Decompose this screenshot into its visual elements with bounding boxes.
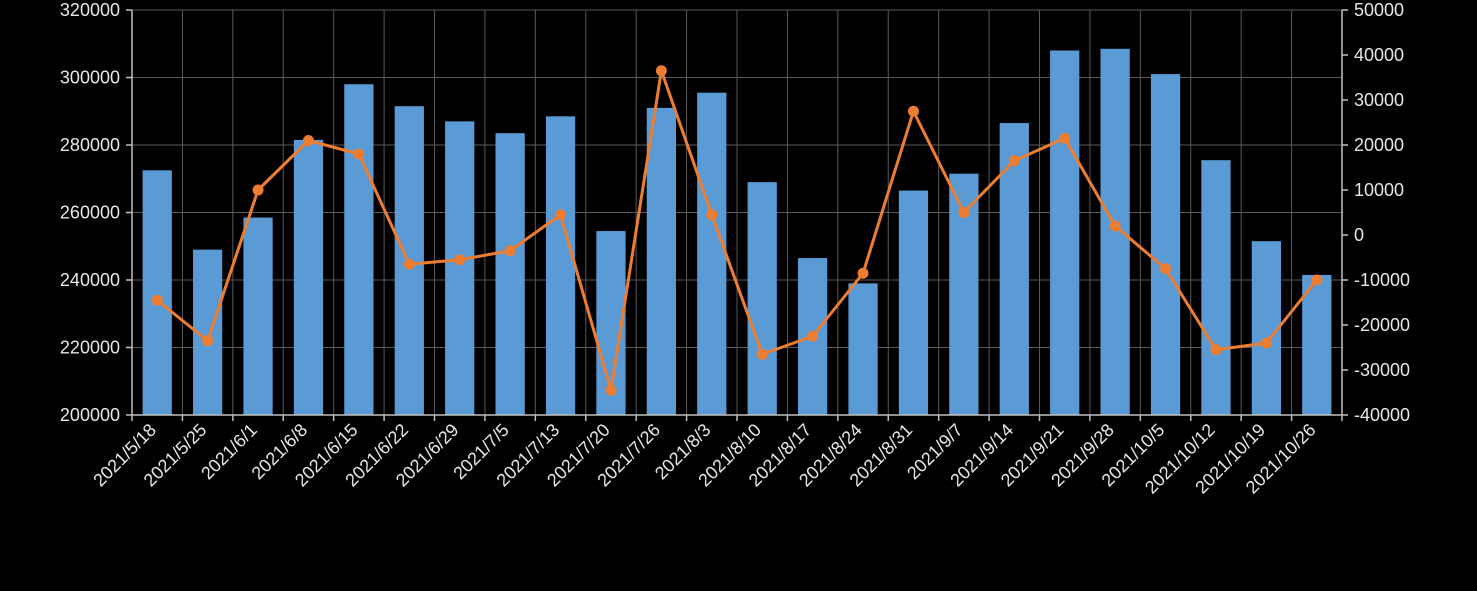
- line-marker: [203, 336, 213, 346]
- line-marker: [505, 246, 515, 256]
- y-label-right: -10000: [1354, 270, 1410, 290]
- line-marker: [152, 295, 162, 305]
- bar: [1201, 160, 1230, 415]
- line-marker: [757, 349, 767, 359]
- line-marker: [1211, 345, 1221, 355]
- y-label-right: 30000: [1354, 90, 1404, 110]
- line-marker: [1161, 264, 1171, 274]
- y-label-left: 280000: [60, 135, 120, 155]
- bar: [1101, 49, 1130, 415]
- y-label-right: 50000: [1354, 0, 1404, 20]
- line-marker: [404, 259, 414, 269]
- y-label-right: -40000: [1354, 405, 1410, 425]
- y-label-right: 0: [1354, 225, 1364, 245]
- line-marker: [858, 268, 868, 278]
- y-label-right: 40000: [1354, 45, 1404, 65]
- y-label-right: -30000: [1354, 360, 1410, 380]
- bar: [647, 108, 676, 415]
- line-marker: [1009, 156, 1019, 166]
- y-label-right: 10000: [1354, 180, 1404, 200]
- bar: [546, 116, 575, 415]
- line-marker: [556, 210, 566, 220]
- line-marker: [1110, 221, 1120, 231]
- bar: [143, 170, 172, 415]
- line-marker: [808, 331, 818, 341]
- line-marker: [354, 149, 364, 159]
- bar: [1302, 275, 1331, 415]
- bar: [496, 133, 525, 415]
- bar: [1151, 74, 1180, 415]
- line-marker: [1060, 133, 1070, 143]
- line-marker: [253, 185, 263, 195]
- line-marker: [656, 66, 666, 76]
- line-marker: [303, 136, 313, 146]
- y-label-left: 220000: [60, 338, 120, 358]
- bar: [1000, 123, 1029, 415]
- bar: [445, 121, 474, 415]
- bar: [899, 191, 928, 415]
- y-label-right: -20000: [1354, 315, 1410, 335]
- y-label-right: 20000: [1354, 135, 1404, 155]
- y-label-left: 320000: [60, 0, 120, 20]
- line-marker: [707, 210, 717, 220]
- bar: [344, 84, 373, 415]
- line-marker: [606, 385, 616, 395]
- bar: [294, 140, 323, 415]
- combo-chart: 2000002200002400002600002800003000003200…: [0, 0, 1477, 591]
- y-label-left: 260000: [60, 203, 120, 223]
- line-marker: [908, 106, 918, 116]
- bar: [697, 93, 726, 415]
- bar: [848, 283, 877, 415]
- line-marker: [455, 255, 465, 265]
- line-marker: [959, 208, 969, 218]
- line-marker: [1261, 338, 1271, 348]
- y-label-left: 240000: [60, 270, 120, 290]
- y-label-left: 200000: [60, 405, 120, 425]
- bar: [243, 218, 272, 415]
- chart-svg: 2000002200002400002600002800003000003200…: [0, 0, 1477, 591]
- line-marker: [1312, 275, 1322, 285]
- y-label-left: 300000: [60, 68, 120, 88]
- bar: [748, 182, 777, 415]
- bar: [1050, 51, 1079, 416]
